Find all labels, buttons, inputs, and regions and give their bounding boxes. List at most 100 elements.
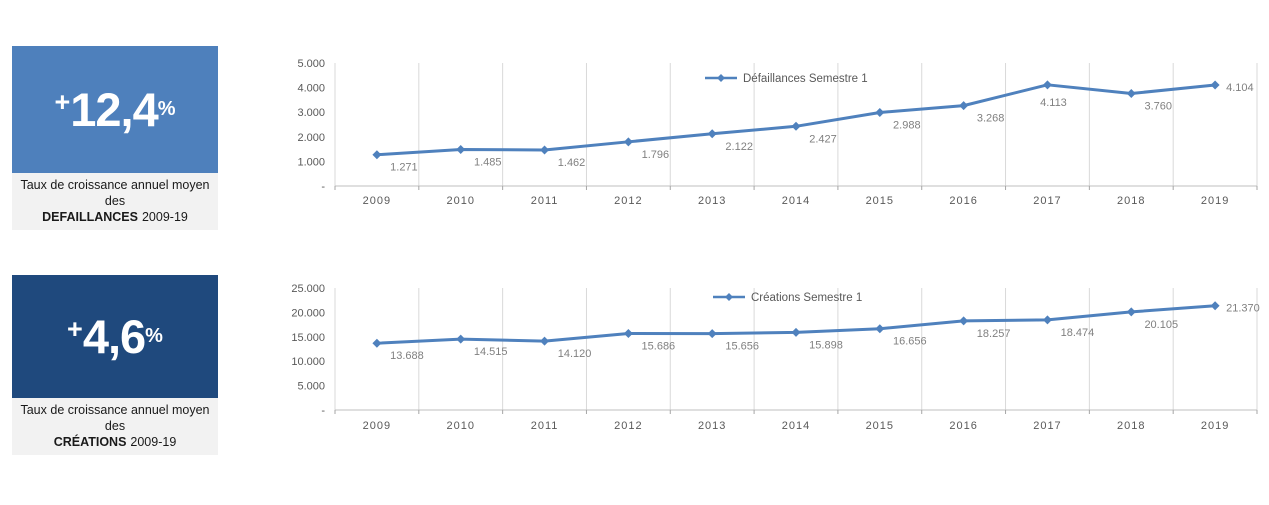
data-point-marker [959, 101, 969, 111]
x-tick-label: 2019 [1201, 195, 1229, 207]
data-label: 2.988 [893, 119, 921, 131]
x-tick-label: 2013 [698, 195, 726, 207]
x-tick-label: 2018 [1117, 195, 1145, 207]
data-label: 18.257 [977, 328, 1011, 340]
data-point-marker [540, 336, 550, 346]
x-tick-label: 2017 [1033, 420, 1061, 432]
x-tick-label: 2019 [1201, 420, 1229, 432]
caption-line2: DEFAILLANCES 2009-19 [14, 209, 216, 225]
x-tick-label: 2009 [363, 420, 391, 432]
caption-keyword: CRÉATIONS [53, 435, 127, 449]
data-point-marker [372, 150, 382, 160]
data-point-marker [623, 137, 633, 147]
data-point-marker [1210, 301, 1220, 311]
data-point-marker [623, 328, 633, 338]
x-tick-label: 2014 [782, 420, 810, 432]
stat-value-creations: +4,6% [12, 275, 218, 398]
data-label: 1.271 [390, 162, 418, 174]
data-label: 4.113 [1040, 97, 1067, 109]
y-tick-label: 1.000 [297, 156, 325, 168]
y-tick-label: 2.000 [297, 132, 325, 144]
caption-period: 2009-19 [130, 435, 177, 449]
gridlines [334, 63, 1258, 186]
data-label: 3.760 [1145, 101, 1173, 113]
stat-caption-defaillances: Taux de croissance annuel moyen des DEFA… [12, 173, 218, 230]
y-tick-label: 25.000 [291, 283, 325, 295]
legend: Défaillances Semestre 1 [705, 73, 868, 85]
data-point-marker [875, 107, 885, 117]
data-point-marker [1042, 80, 1052, 90]
stat-caption-creations: Taux de croissance annuel moyen des CRÉA… [12, 398, 218, 455]
x-tick-label: 2015 [866, 195, 894, 207]
x-tick-label: 2016 [949, 420, 977, 432]
legend-label: Défaillances Semestre 1 [743, 73, 868, 85]
data-label: 15.686 [642, 340, 676, 352]
data-point-marker [791, 327, 801, 337]
caption-line2: CRÉATIONS 2009-19 [14, 434, 216, 450]
caption-line1: Taux de croissance annuel moyen des [20, 178, 210, 208]
data-label: 15.898 [809, 339, 843, 351]
x-tick-label: 2018 [1117, 420, 1145, 432]
legend-marker-sample [717, 74, 725, 82]
y-axis-labels: - 1.000 2.000 3.000 4.000 5.000 [297, 58, 325, 193]
data-labels: 1.271 1.485 1.462 1.796 2.122 2.427 2.988 3.268… [390, 82, 1253, 174]
x-tick-label: 2011 [531, 420, 559, 432]
data-point-marker [1126, 89, 1136, 99]
legend-marker-sample [725, 293, 733, 301]
data-label: 3.268 [977, 113, 1005, 125]
data-point-markers [372, 80, 1220, 160]
data-label: 18.474 [1061, 327, 1095, 339]
data-point-marker [1042, 315, 1052, 325]
y-tick-label: 15.000 [291, 332, 325, 344]
x-tick-label: 2013 [698, 420, 726, 432]
data-label: 14.515 [474, 346, 508, 358]
x-axis-labels: 2009 2010 2011 2012 2013 2014 2015 2016 2017 2018… [363, 195, 1229, 207]
y-tick-label: 20.000 [291, 307, 325, 319]
y-axis-labels: - 5.000 10.000 15.000 20.000 25.000 [291, 283, 325, 417]
data-point-marker [372, 338, 382, 348]
caption-line1: Taux de croissance annuel moyen des [20, 403, 210, 433]
legend-label: Créations Semestre 1 [751, 292, 862, 304]
defaillances-chart: -1.000 2.000 3.000 4.000 5.000 2009 2010 2011 20… [0, 40, 1269, 225]
y-tick-label: 3.000 [297, 107, 325, 119]
data-label: 1.796 [642, 149, 670, 161]
y-tick-label: - [321, 405, 325, 417]
data-labels: 13.688 14.515 14.120 15.686 15.656 15.898 16.6… [390, 303, 1260, 362]
data-label: 13.688 [390, 350, 424, 362]
x-tick-label: 2011 [531, 195, 559, 207]
data-label: 1.462 [558, 157, 586, 169]
y-tick-label: 10.000 [291, 356, 325, 368]
data-label: 20.105 [1144, 319, 1178, 331]
stat-sign: + [67, 314, 83, 344]
data-label: 14.120 [558, 348, 592, 360]
x-tick-label: 2010 [446, 195, 474, 207]
creations-chart-canvas: - 5.000 10.000 15.000 20.000 25.000 2009 2010 20… [291, 283, 1260, 432]
y-tick-label: 4.000 [297, 83, 325, 95]
stat-sign: + [54, 87, 71, 117]
caption-keyword: DEFAILLANCES [42, 210, 138, 224]
x-tick-label: 2017 [1033, 195, 1061, 207]
y-tick-label: - [321, 181, 325, 193]
data-point-marker [791, 121, 801, 131]
x-tick-label: 2015 [866, 420, 894, 432]
creations-chart: - 5.000 10.000 15.000 20.000 25.000 2009 2010 20… [0, 265, 1269, 450]
data-point-marker [959, 316, 969, 326]
x-axis [334, 185, 1258, 190]
caption-period: 2009-19 [141, 210, 188, 224]
x-tick-label: 2012 [614, 195, 642, 207]
data-label: 4.104 [1226, 82, 1254, 94]
data-point-marker [1210, 80, 1220, 90]
x-axis [334, 409, 1258, 414]
y-tick-label: 5.000 [297, 58, 325, 70]
legend: Créations Semestre 1 [713, 292, 862, 304]
y-tick-label: 5.000 [297, 381, 325, 393]
data-label: 1.485 [474, 156, 502, 168]
x-tick-label: 2010 [446, 420, 474, 432]
x-tick-label: 2014 [782, 195, 810, 207]
gridlines [334, 288, 1258, 410]
stat-number: 4,6 [82, 310, 146, 363]
data-point-marker [540, 145, 550, 155]
stat-card-creations: +4,6% Taux de croissance annuel moyen de… [12, 275, 218, 455]
